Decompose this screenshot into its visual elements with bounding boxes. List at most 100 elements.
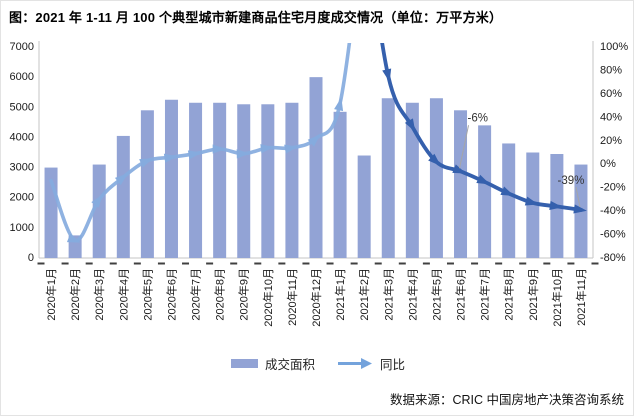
x-axis-label: 2020年5月: [140, 268, 154, 321]
bar: [454, 110, 468, 258]
bar: [189, 102, 203, 258]
right-axis-tick-label: 60%: [600, 88, 622, 100]
x-axis-label: 2020年2月: [68, 268, 82, 321]
yoy-arrow-marker: [163, 153, 178, 163]
right-axis-tick-label: -40%: [600, 205, 626, 217]
left-axis-tick-label: 3000: [10, 162, 34, 174]
yoy-arrow-marker: [236, 149, 250, 159]
x-axis-label: 2020年8月: [213, 268, 227, 321]
x-axis-label: 2021年3月: [381, 268, 395, 321]
left-axis-tick-label: 1000: [10, 222, 34, 234]
x-axis-label: 2020年11月: [285, 268, 299, 326]
right-axis-tick-label: -80%: [600, 252, 626, 264]
right-axis-tick-label: 0%: [600, 158, 616, 170]
x-axis-label: 2021年6月: [454, 268, 468, 321]
yoy-arrow-marker: [66, 233, 81, 243]
yoy-arrow-marker: [307, 134, 321, 147]
x-axis-label: 2021年2月: [357, 268, 371, 321]
yoy-arrow-marker: [212, 144, 226, 154]
right-axis-tick-label: 40%: [600, 111, 622, 123]
yoy-arrow-marker: [260, 144, 274, 154]
left-axis-tick-label: 5000: [10, 101, 34, 113]
x-axis-label: 2020年6月: [164, 268, 178, 321]
x-axis-label: 2021年11月: [574, 268, 588, 326]
yoy-arrow-marker: [187, 150, 202, 160]
bar: [478, 125, 492, 258]
yoy-arrow-marker: [452, 164, 467, 174]
yoy-line-2021: [380, 43, 583, 212]
yoy-arrow-marker: [476, 174, 491, 185]
right-axis-tick-label: -60%: [600, 229, 626, 241]
x-axis-label: 2021年8月: [502, 268, 516, 321]
bar: [357, 155, 371, 258]
bars-series: [44, 77, 588, 259]
yoy-arrow-marker: [114, 173, 128, 186]
bar: [213, 102, 227, 258]
yoy-arrow-marker: [573, 204, 587, 214]
yoy-arrow-marker: [139, 158, 153, 168]
yoy-arrow-marker: [428, 153, 441, 166]
x-axis-label: 2020年9月: [237, 268, 251, 321]
annotation-callout-line: [459, 125, 470, 169]
x-axis-label: 2021年4月: [405, 268, 419, 321]
bar: [309, 77, 323, 259]
bar: [381, 98, 395, 258]
left-axis-tick-label: 6000: [10, 71, 34, 83]
x-axis-label: 2020年7月: [189, 268, 203, 321]
yoy-arrow-marker: [91, 194, 103, 208]
x-axis-labels: 2020年1月 2020年2月 2020年3月 2020年4月 2020年5月 2020年…: [44, 268, 588, 327]
right-axis-tick-label: 100%: [600, 41, 628, 53]
x-axis-label: 2020年12月: [309, 268, 323, 327]
bar: [237, 104, 251, 259]
annotation-label: -6%: [468, 112, 488, 124]
yoy-arrow-marker: [404, 118, 416, 132]
annotation-label: -39%: [558, 175, 585, 187]
bar: [285, 102, 299, 258]
x-axis-label: 2021年7月: [478, 268, 492, 321]
yoy-arrow-marker: [334, 97, 344, 112]
chart-legend: 成交面积 同比: [1, 353, 633, 373]
x-axis-label: 2021年10月: [550, 268, 564, 327]
left-axis-labels: 0 1000 2000 3000 4000 5000 6000 7000: [10, 41, 34, 264]
yoy-arrow-marker: [284, 144, 298, 154]
x-axis-label: 2021年1月: [333, 268, 347, 321]
legend-line-label: 同比: [380, 357, 406, 372]
legend-bar-swatch: [230, 358, 258, 368]
left-axis-tick-label: 2000: [10, 192, 34, 204]
yoy-arrow-marker: [524, 196, 539, 206]
left-axis-tick-label: 4000: [10, 131, 34, 143]
right-axis-labels: 100% 80% 60% 40% 20% 0% -20% -40% -60% -80%: [600, 41, 628, 264]
right-axis-tick-label: 20%: [600, 135, 622, 147]
left-axis-tick-label: 7000: [10, 41, 34, 53]
chart-title: 图：2021 年 1-11 月 100 个典型城市新建商品住宅月度成交情况（单位…: [9, 10, 503, 25]
left-axis-tick-label: 0: [28, 252, 34, 264]
right-axis-tick-label: 80%: [600, 64, 622, 76]
yoy-line-arrows: [66, 68, 587, 243]
x-axis-label: 2020年4月: [116, 268, 130, 321]
annotation-callout-line: [575, 186, 581, 208]
right-axis-tick-label: -20%: [600, 182, 626, 194]
x-axis-label: 2020年1月: [44, 268, 58, 321]
bar: [92, 164, 106, 258]
bar: [164, 99, 178, 258]
bar: [405, 102, 419, 258]
bar: [333, 111, 347, 258]
bar: [502, 143, 516, 258]
bar: [429, 98, 443, 258]
x-axis-label: 2020年3月: [92, 268, 106, 321]
bar: [116, 135, 130, 258]
x-axis-label: 2021年5月: [429, 268, 443, 321]
bar: [140, 110, 154, 258]
bar: [526, 152, 540, 258]
yoy-arrow-marker: [500, 186, 515, 196]
x-axis-label: 2020年10月: [261, 268, 275, 327]
legend-line-arrow-icon: [338, 357, 372, 369]
bar: [261, 104, 275, 259]
legend-bar-label: 成交面积: [264, 357, 315, 372]
data-source: 数据来源：CRIC 中国房地产决策咨询系统: [389, 393, 624, 407]
x-axis-label: 2021年9月: [526, 268, 540, 321]
yoy-arrow-marker: [549, 200, 563, 210]
yoy-arrow-marker: [382, 68, 392, 83]
